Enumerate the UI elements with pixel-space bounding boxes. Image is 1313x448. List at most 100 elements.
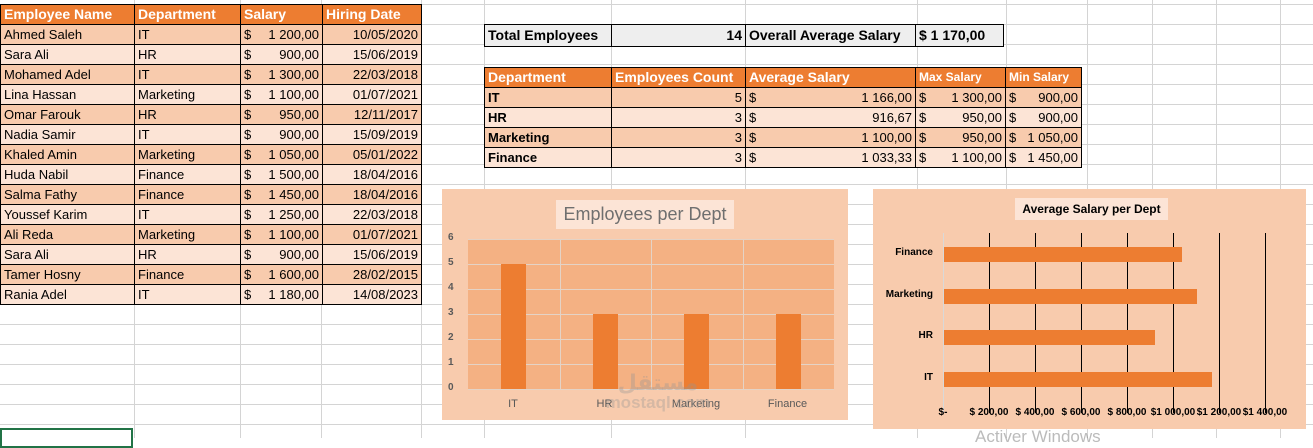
hiring-date-cell[interactable]: 12/11/2017 — [322, 104, 422, 125]
overall-average-label[interactable]: Overall Average Salary — [745, 24, 916, 47]
employee-name-cell[interactable]: Tamer Hosny — [0, 264, 135, 285]
selected-cell[interactable] — [0, 428, 133, 448]
bar-finance[interactable] — [775, 314, 801, 389]
employee-name-cell[interactable]: Sara Ali — [0, 44, 135, 65]
average-salary-cell[interactable]: $1 166,00 — [745, 87, 916, 108]
hiring-date-cell[interactable]: 15/09/2019 — [322, 124, 422, 145]
department-cell[interactable]: Marketing — [484, 127, 612, 148]
overall-average-value[interactable]: $ 1 170,00 — [915, 24, 1004, 47]
max-salary-cell[interactable]: $1 300,00 — [915, 87, 1006, 108]
salary-cell[interactable]: $900,00 — [240, 44, 323, 65]
hiring-date-cell[interactable]: 22/03/2018 — [322, 64, 422, 85]
column-header[interactable]: Employees Count — [611, 67, 746, 88]
hiring-date-cell[interactable]: 01/07/2021 — [322, 224, 422, 245]
department-cell[interactable]: HR — [484, 107, 612, 128]
hiring-date-cell[interactable]: 10/05/2020 — [322, 24, 422, 45]
average-salary-chart[interactable]: Average Salary per Dept $- $ 200,00 $ 400,… — [873, 189, 1306, 429]
department-cell[interactable]: IT — [134, 204, 241, 225]
employee-name-cell[interactable]: Nadia Samir — [0, 124, 135, 145]
employee-name-cell[interactable]: Lina Hassan — [0, 84, 135, 105]
salary-cell[interactable]: $1 500,00 — [240, 164, 323, 185]
employees-count-cell[interactable]: 3 — [611, 127, 746, 148]
average-salary-cell[interactable]: $1 033,33 — [745, 147, 916, 168]
employee-name-cell[interactable]: Salma Fathy — [0, 184, 135, 205]
bar-marketing[interactable] — [684, 314, 709, 389]
column-header[interactable]: Department — [134, 4, 241, 25]
department-cell[interactable]: IT — [134, 284, 241, 305]
bar-hr[interactable] — [944, 330, 1155, 345]
salary-cell[interactable]: $900,00 — [240, 124, 323, 145]
employee-name-cell[interactable]: Omar Farouk — [0, 104, 135, 125]
employees-count-cell[interactable]: 3 — [611, 147, 746, 168]
min-salary-cell[interactable]: $1 450,00 — [1005, 147, 1082, 168]
hiring-date-cell[interactable]: 01/07/2021 — [322, 84, 422, 105]
employee-name-cell[interactable]: Ali Reda — [0, 224, 135, 245]
department-cell[interactable]: HR — [134, 244, 241, 265]
employee-name-cell[interactable]: Khaled Amin — [0, 144, 135, 165]
employee-name-cell[interactable]: Ahmed Saleh — [0, 24, 135, 45]
hiring-date-cell[interactable]: 28/02/2015 — [322, 264, 422, 285]
salary-cell[interactable]: $900,00 — [240, 244, 323, 265]
department-cell[interactable]: IT — [484, 87, 612, 108]
column-header[interactable]: Salary — [240, 4, 323, 25]
min-salary-cell[interactable]: $900,00 — [1005, 87, 1082, 108]
department-cell[interactable]: Finance — [134, 164, 241, 185]
salary-cell[interactable]: $1 180,00 — [240, 284, 323, 305]
salary-cell[interactable]: $1 200,00 — [240, 24, 323, 45]
salary-cell[interactable]: $950,00 — [240, 104, 323, 125]
column-header[interactable]: Employee Name — [0, 4, 135, 25]
department-cell[interactable]: Finance — [134, 264, 241, 285]
employees-count-cell[interactable]: 3 — [611, 107, 746, 128]
min-salary-cell[interactable]: $900,00 — [1005, 107, 1082, 128]
employees-per-dept-chart[interactable]: Employees per Dept 0 1 2 3 4 5 6 IT HR Marketing F… — [442, 189, 848, 420]
department-cell[interactable]: IT — [134, 124, 241, 145]
employee-name-cell[interactable]: Sara Ali — [0, 244, 135, 265]
hiring-date-cell[interactable]: 15/06/2019 — [322, 244, 422, 265]
salary-cell[interactable]: $1 250,00 — [240, 204, 323, 225]
bar-it[interactable] — [501, 264, 526, 389]
employees-count-cell[interactable]: 5 — [611, 87, 746, 108]
department-cell[interactable]: Marketing — [134, 144, 241, 165]
employee-name-cell[interactable]: Huda Nabil — [0, 164, 135, 185]
hiring-date-cell[interactable]: 22/03/2018 — [322, 204, 422, 225]
average-salary-cell[interactable]: $916,67 — [745, 107, 916, 128]
column-header[interactable]: Min Salary — [1005, 67, 1082, 88]
employee-name-cell[interactable]: Rania Adel — [0, 284, 135, 305]
hiring-date-cell[interactable]: 05/01/2022 — [322, 144, 422, 165]
hiring-date-cell[interactable]: 18/04/2016 — [322, 184, 422, 205]
column-header[interactable]: Department — [484, 67, 612, 88]
department-cell[interactable]: HR — [134, 104, 241, 125]
column-header[interactable]: Max Salary — [915, 67, 1006, 88]
department-cell[interactable]: Marketing — [134, 224, 241, 245]
salary-cell[interactable]: $1 100,00 — [240, 224, 323, 245]
salary-cell[interactable]: $1 600,00 — [240, 264, 323, 285]
department-cell[interactable]: Marketing — [134, 84, 241, 105]
max-salary-cell[interactable]: $950,00 — [915, 127, 1006, 148]
department-cell[interactable]: HR — [134, 44, 241, 65]
hiring-date-cell[interactable]: 14/08/2023 — [322, 284, 422, 305]
bar-it[interactable] — [944, 371, 1213, 387]
salary-cell[interactable]: $1 100,00 — [240, 84, 323, 105]
employee-name-cell[interactable]: Youssef Karim — [0, 204, 135, 225]
department-cell[interactable]: IT — [134, 64, 241, 85]
hiring-date-cell[interactable]: 18/04/2016 — [322, 164, 422, 185]
salary-cell[interactable]: $1 050,00 — [240, 144, 323, 165]
employee-name-cell[interactable]: Mohamed Adel — [0, 64, 135, 85]
total-employees-value[interactable]: 14 — [611, 24, 746, 47]
total-employees-label[interactable]: Total Employees — [484, 24, 612, 47]
bar-hr[interactable] — [592, 314, 618, 389]
department-cell[interactable]: Finance — [484, 147, 612, 168]
hiring-date-cell[interactable]: 15/06/2019 — [322, 44, 422, 65]
department-cell[interactable]: IT — [134, 24, 241, 45]
salary-cell[interactable]: $1 450,00 — [240, 184, 323, 205]
bar-marketing[interactable] — [944, 288, 1197, 304]
max-salary-cell[interactable]: $1 100,00 — [915, 147, 1006, 168]
average-salary-cell[interactable]: $1 100,00 — [745, 127, 916, 148]
bar-finance[interactable] — [944, 247, 1182, 262]
min-salary-cell[interactable]: $1 050,00 — [1005, 127, 1082, 148]
max-salary-cell[interactable]: $950,00 — [915, 107, 1006, 128]
salary-cell[interactable]: $1 300,00 — [240, 64, 323, 85]
column-header[interactable]: Hiring Date — [322, 4, 422, 25]
column-header[interactable]: Average Salary — [745, 67, 916, 88]
department-cell[interactable]: Finance — [134, 184, 241, 205]
